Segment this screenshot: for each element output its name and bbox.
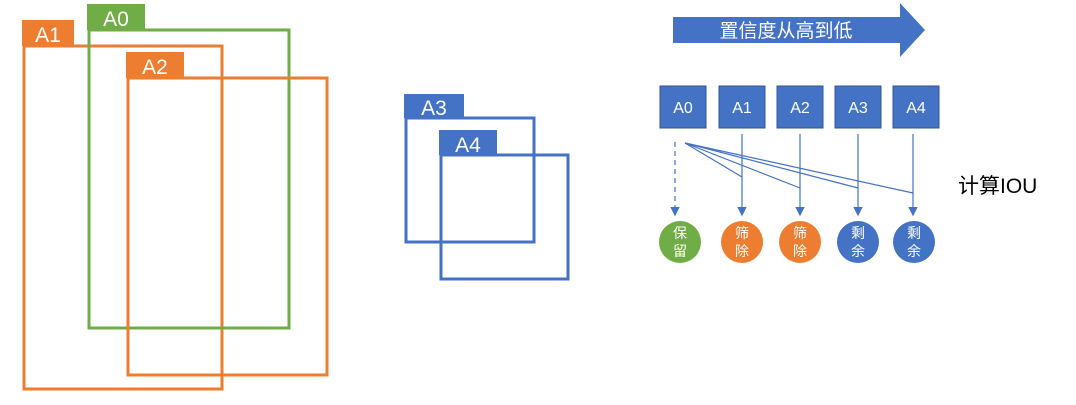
result-circle-a0 xyxy=(659,221,701,263)
sorted-box-a1-label: A1 xyxy=(732,100,752,117)
result-a3-line2: 余 xyxy=(851,243,865,259)
sorted-box-a2-label: A2 xyxy=(790,100,810,117)
result-circle-a4 xyxy=(893,221,935,263)
result-a2-line2: 除 xyxy=(793,243,807,259)
sorted-box-a0-label: A0 xyxy=(673,100,693,117)
sorted-box-a3 xyxy=(834,85,882,129)
box-a4-frame xyxy=(439,153,570,281)
result-a4-line2: 余 xyxy=(907,243,921,259)
box-a2-tag xyxy=(126,52,184,78)
confidence-arrow-label: 置信度从高到低 xyxy=(719,20,852,42)
result-a1-line1: 筛 xyxy=(735,225,749,241)
box-a4-tag xyxy=(439,130,497,155)
box-a1-frame xyxy=(22,44,224,391)
result-circle-a3 xyxy=(837,221,879,263)
sorted-box-a0 xyxy=(659,85,707,129)
box-a1-label: A1 xyxy=(35,24,61,47)
result-circle-a2 xyxy=(779,221,821,263)
sorted-box-a2 xyxy=(776,85,824,129)
box-a2-label: A2 xyxy=(142,56,168,79)
box-a3-label: A3 xyxy=(421,97,447,120)
fan-line-a1 xyxy=(684,142,743,178)
result-a1-line2: 除 xyxy=(735,243,749,259)
sorted-box-a4 xyxy=(892,85,940,129)
box-a0-tag xyxy=(87,4,145,30)
box-a4-label: A4 xyxy=(455,134,481,157)
result-circle-a1 xyxy=(721,221,763,263)
confidence-arrow-shape xyxy=(673,3,925,57)
result-row: 保 留 筛 除 筛 除 剩 余 剩 余 xyxy=(659,221,935,263)
box-a0-frame xyxy=(87,28,291,330)
box-a2-frame xyxy=(126,76,329,377)
fan-line-a4 xyxy=(684,142,914,194)
result-a3-line1: 剩 xyxy=(851,225,865,241)
result-a0-line2: 留 xyxy=(673,243,687,259)
iou-label: 计算IOU xyxy=(958,175,1037,198)
box-a1-tag xyxy=(22,20,74,46)
result-a0-line1: 保 xyxy=(673,225,687,241)
sorted-box-row: A0 A1 A2 A3 A4 xyxy=(659,85,940,129)
box-a0-label: A0 xyxy=(103,8,129,31)
middle-box-group: A3 A4 xyxy=(404,94,570,281)
box-a3-tag xyxy=(404,94,464,118)
confidence-arrow: 置信度从高到低 xyxy=(673,3,925,57)
sorted-box-a3-label: A3 xyxy=(848,100,868,117)
fan-line-a3 xyxy=(684,142,859,189)
fan-line-a2 xyxy=(684,142,801,189)
box-a3-frame xyxy=(404,116,536,244)
result-a2-line1: 筛 xyxy=(793,225,807,241)
left-box-group: A1 A0 A2 xyxy=(22,4,329,391)
result-a4-line1: 剩 xyxy=(907,225,921,241)
iou-connectors xyxy=(670,134,918,217)
sorted-box-a1 xyxy=(718,85,766,129)
sorted-box-a4-label: A4 xyxy=(906,100,926,117)
